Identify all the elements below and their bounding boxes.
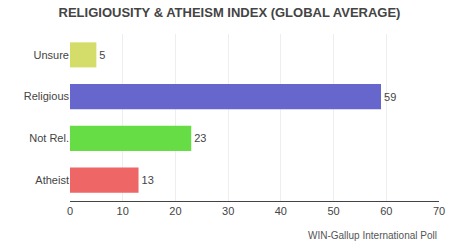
svg-text:RELIGIOUSITY & ATHEISM INDEX (: RELIGIOUSITY & ATHEISM INDEX (GLOBAL AVE…	[59, 5, 401, 20]
svg-text:30: 30	[222, 205, 234, 217]
svg-text:50: 50	[327, 205, 339, 217]
svg-text:40: 40	[275, 205, 287, 217]
svg-text:20: 20	[169, 205, 181, 217]
svg-text:Religious: Religious	[24, 90, 70, 102]
svg-text:0: 0	[67, 205, 73, 217]
svg-text:5: 5	[99, 49, 105, 61]
svg-text:Atheist: Atheist	[35, 174, 69, 186]
svg-text:WIN-Gallup International Poll: WIN-Gallup International Poll	[308, 230, 437, 241]
svg-text:Not Rel.: Not Rel.	[29, 132, 69, 144]
svg-text:13: 13	[142, 174, 154, 186]
svg-text:60: 60	[380, 205, 392, 217]
svg-text:59: 59	[384, 91, 396, 103]
svg-text:70: 70	[433, 205, 445, 217]
svg-text:Unsure: Unsure	[34, 49, 69, 61]
svg-text:23: 23	[194, 132, 206, 144]
svg-text:10: 10	[117, 205, 129, 217]
